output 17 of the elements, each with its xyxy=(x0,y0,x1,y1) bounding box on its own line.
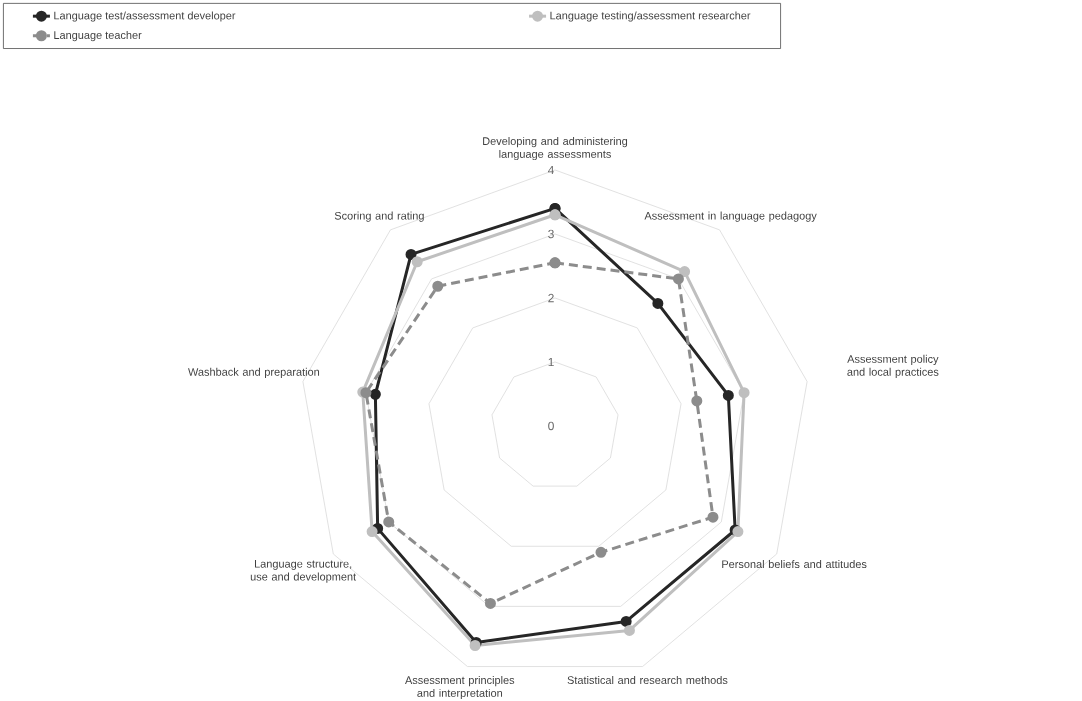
spoke-label: Personal beliefs and attitudes xyxy=(722,560,867,569)
y-tick-label: 2 xyxy=(548,293,554,303)
spoke-label: Statistical and research methods xyxy=(567,675,728,685)
spoke-label: Assessment policy and local practices xyxy=(847,354,939,378)
spoke-label: Developing and administering language assessments xyxy=(483,136,628,161)
spoke-label: Washback and preparation xyxy=(188,367,320,378)
legend-label: Language teacher xyxy=(54,30,142,42)
legend-label: Language test/assessment developer xyxy=(54,11,236,22)
y-tick-label: 4 xyxy=(547,165,554,175)
spoke-label: Language structure, use and development xyxy=(250,560,357,583)
y-tick-label: 3 xyxy=(548,229,554,239)
spoke-label: Assessment principles and interpretation xyxy=(405,675,515,700)
legend-label: Language testing/assessment researcher xyxy=(550,11,751,22)
spoke-label: Scoring and rating xyxy=(334,211,424,222)
spoke-label: Assessment in language pedagogy xyxy=(644,211,817,222)
y-tick-label: 1 xyxy=(548,357,554,367)
y-tick-label: 0 xyxy=(548,421,554,431)
